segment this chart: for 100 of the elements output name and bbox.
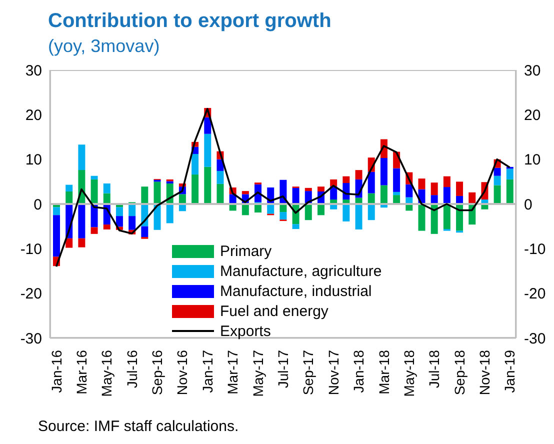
y2-tick-label: 30: [524, 62, 541, 80]
bar: [355, 204, 362, 230]
bar: [66, 238, 73, 248]
bar: [342, 176, 350, 184]
bar: [393, 192, 400, 196]
y-tick-label: 10: [25, 152, 42, 169]
x-tick-label: Mar-16: [73, 350, 90, 394]
chart-title: Contribution to export growth: [48, 10, 332, 33]
bar: [342, 204, 350, 222]
x-tick-label: Jul-18: [426, 350, 442, 388]
bar: [192, 174, 199, 204]
x-tick-label: Jul-16: [124, 350, 140, 388]
bar: [78, 204, 86, 238]
bar: [116, 216, 123, 227]
legend-label: Exports: [220, 322, 271, 340]
bar: [418, 204, 426, 231]
bar: [443, 187, 450, 204]
bar: [90, 179, 98, 204]
bar: [380, 158, 388, 186]
bar: [192, 154, 199, 175]
bar: [393, 168, 400, 192]
y-tick-label: -10: [20, 240, 42, 258]
bar: [330, 179, 338, 186]
x-tick-label: May-18: [400, 350, 417, 397]
x-tick-label: Nov-16: [174, 350, 190, 396]
x-tick-label: Jul-17: [275, 350, 291, 388]
bar: [292, 188, 300, 204]
x-tick-label: Mar-18: [376, 350, 392, 394]
bar: [216, 170, 224, 184]
bar: [128, 216, 136, 230]
bar: [128, 204, 136, 216]
x-tick-label: Jan-17: [199, 350, 216, 393]
bar: [103, 224, 110, 230]
y2-tick-label: 10: [524, 152, 541, 169]
bar: [204, 166, 212, 204]
bar: [53, 207, 60, 216]
bar: [292, 224, 300, 230]
bar: [116, 207, 123, 216]
bar: [154, 182, 161, 204]
x-tick-label: Nov-18: [476, 350, 493, 396]
bar: [368, 204, 375, 220]
bar: [317, 186, 324, 192]
bar: [204, 134, 212, 167]
x-tick-label: May-16: [98, 350, 115, 397]
y-tick-label: 0: [34, 196, 42, 214]
x-tick-label: May-17: [250, 350, 266, 397]
x-tick-label: Sep-18: [451, 350, 468, 396]
legend-label: Primary: [220, 242, 272, 260]
bar: [430, 182, 438, 196]
bar: [78, 238, 86, 248]
x-tick-label: Mar-17: [224, 350, 241, 394]
bar: [280, 212, 287, 220]
bar: [304, 188, 312, 192]
bar: [418, 178, 426, 190]
y2-tick-label: -10: [524, 240, 546, 258]
bar: [216, 184, 224, 204]
bar: [380, 185, 388, 204]
legend-label: Manufacture, agriculture: [220, 262, 382, 280]
bar: [430, 204, 438, 234]
bar: [204, 117, 212, 134]
y2-tick-label: 20: [524, 106, 541, 124]
bar: [242, 191, 249, 194]
bar: [494, 176, 501, 186]
y-tick-label: -20: [20, 286, 42, 303]
bar: [494, 185, 501, 204]
x-tick-label: Jan-19: [502, 350, 518, 393]
x-tick-label: Sep-17: [300, 350, 316, 396]
bar: [304, 204, 312, 220]
bar: [53, 215, 60, 257]
bar: [506, 168, 514, 180]
y2-tick-label: 0: [524, 196, 532, 214]
y-tick-label: 20: [25, 106, 42, 124]
y2-tick-label: -20: [524, 286, 546, 303]
bar: [141, 226, 148, 238]
bar: [406, 184, 413, 198]
bar: [368, 172, 375, 194]
bar: [90, 176, 98, 180]
chart-subtitle: (yoy, 3movav): [48, 36, 160, 57]
bar: [456, 182, 464, 196]
x-tick-label: Jan-16: [48, 350, 64, 393]
bar: [468, 192, 476, 204]
legend-label: Manufacture, industrial: [220, 282, 372, 300]
x-tick-label: Nov-17: [325, 350, 342, 396]
bar: [66, 191, 73, 204]
y2-tick-label: -30: [524, 330, 546, 348]
bar: [506, 179, 514, 204]
x-tick-label: Jan-18: [350, 350, 367, 393]
bar: [90, 227, 98, 234]
legend-label: Fuel and energy: [220, 302, 328, 320]
bar: [443, 204, 450, 230]
bar: [443, 176, 450, 188]
bar: [78, 144, 86, 170]
bar: [103, 183, 110, 194]
bar: [456, 204, 464, 231]
bar: [494, 168, 501, 176]
bar: [166, 204, 174, 224]
bar: [141, 186, 148, 204]
x-tick-label: Sep-16: [149, 350, 166, 396]
source-note: Source: IMF staff calculations.: [38, 418, 239, 435]
bar: [355, 170, 362, 180]
